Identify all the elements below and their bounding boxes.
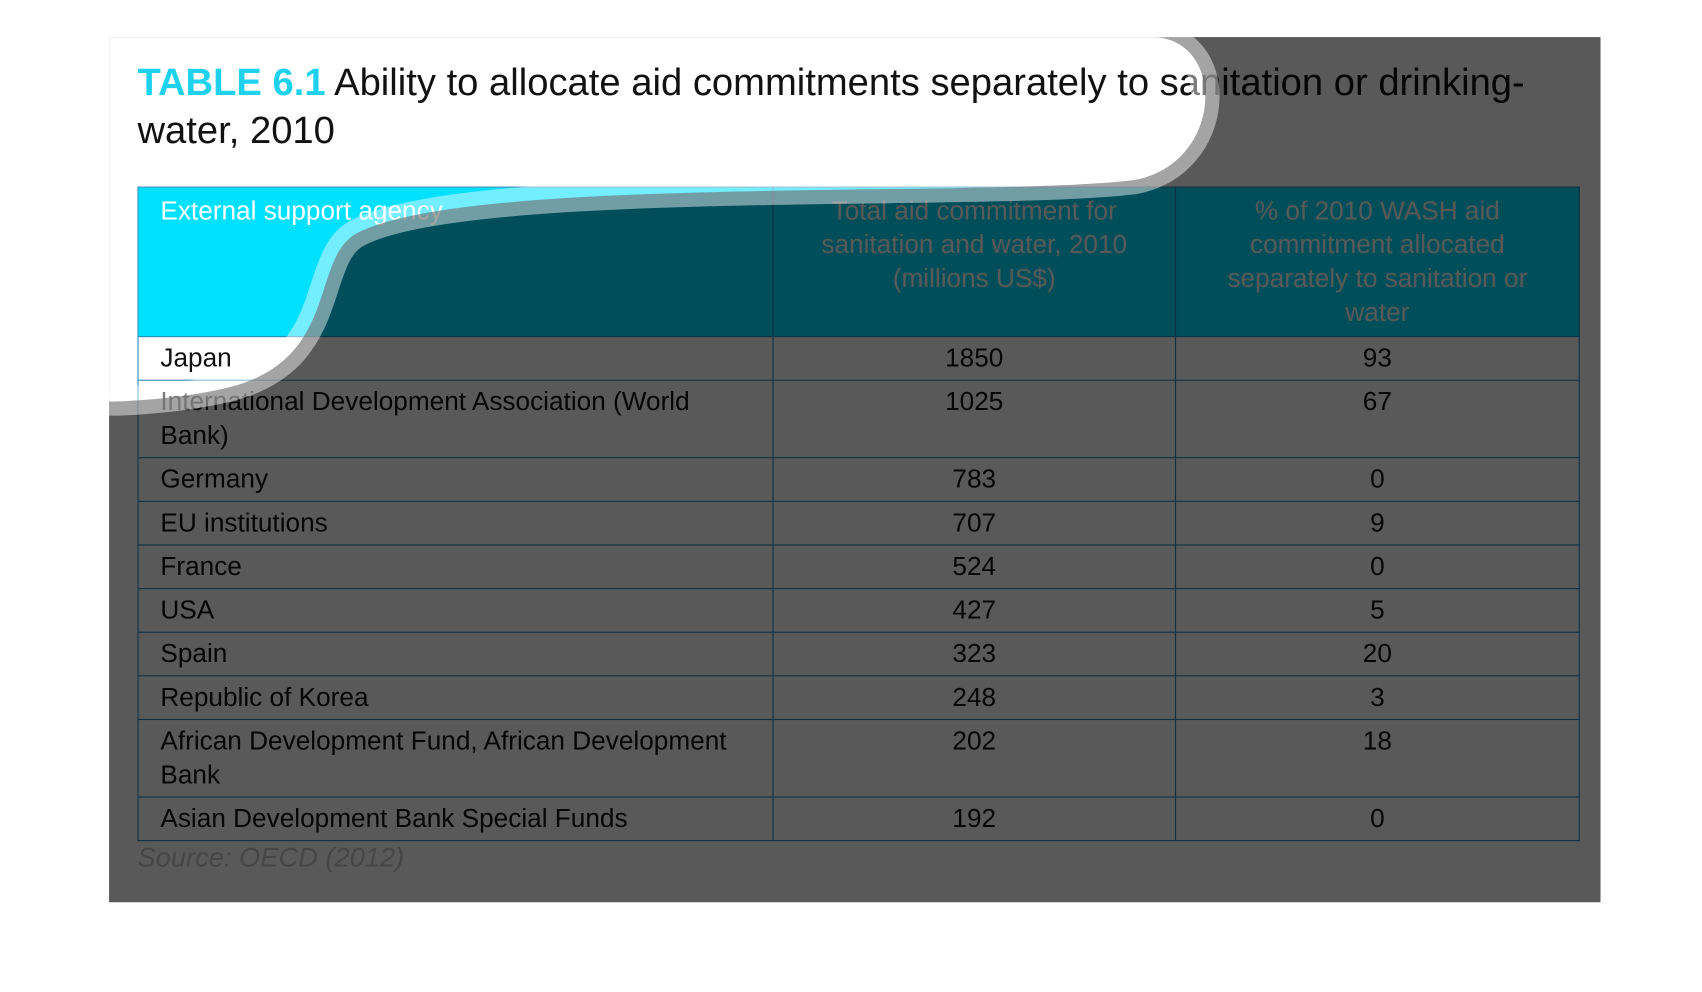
table-body: Japan 1850 93 International Development Ass… xyxy=(137,336,1580,842)
value-cell: 9 xyxy=(1174,500,1580,546)
table-row: Spain 323 20 xyxy=(137,631,1580,677)
value-cell: 5 xyxy=(1174,588,1580,633)
table-label: TABLE 6.1 xyxy=(137,61,326,104)
agency-cell: Republic of Korea xyxy=(137,675,774,721)
value-cell: 707 xyxy=(772,500,1177,546)
agency-cell: Spain xyxy=(137,631,774,677)
agency-cell: USA xyxy=(137,588,774,633)
column-header: % of 2010 WASH aid commitment allocated … xyxy=(1174,186,1580,338)
value-cell: 323 xyxy=(772,631,1177,677)
table-row: African Development Fund, African Develo… xyxy=(137,718,1580,798)
agency-cell: International Development Association (W… xyxy=(137,379,774,459)
table-row: International Development Association (W… xyxy=(137,379,1580,459)
agency-cell: African Development Fund, African Develo… xyxy=(137,718,774,798)
value-cell: 3 xyxy=(1174,675,1580,721)
table-row: USA 427 5 xyxy=(137,588,1580,633)
value-cell: 20 xyxy=(1174,631,1580,677)
value-cell: 248 xyxy=(772,675,1177,721)
value-cell: 427 xyxy=(772,588,1177,633)
table-row: Asian Development Bank Special Funds 192 0 xyxy=(137,796,1580,842)
source-note: Source: OECD (2012) xyxy=(137,842,405,873)
value-cell: 524 xyxy=(772,544,1177,590)
agency-cell: Germany xyxy=(137,457,774,502)
table-row: EU institutions 707 9 xyxy=(137,500,1580,546)
value-cell: 202 xyxy=(772,718,1177,798)
value-cell: 1850 xyxy=(772,336,1177,381)
value-cell: 0 xyxy=(1174,796,1580,842)
agency-cell: Japan xyxy=(137,336,774,381)
table-row: Germany 783 0 xyxy=(137,457,1580,502)
header-row: External support agency Total aid commit… xyxy=(137,186,1580,338)
value-cell: 1025 xyxy=(772,379,1177,459)
column-header: External support agency xyxy=(137,186,774,338)
agency-cell: France xyxy=(137,544,774,590)
table-row: Japan 1850 93 xyxy=(137,336,1580,381)
value-cell: 192 xyxy=(772,796,1177,842)
data-table: External support agency Total aid commit… xyxy=(137,186,1580,842)
title: TABLE 6.1 Ability to allocate aid commit… xyxy=(137,59,1588,155)
column-header: Total aid commitment for sanitation and … xyxy=(772,186,1177,338)
value-cell: 93 xyxy=(1174,336,1580,381)
agency-cell: EU institutions xyxy=(137,500,774,546)
value-cell: 783 xyxy=(772,457,1177,502)
value-cell: 0 xyxy=(1174,544,1580,590)
table-row: Republic of Korea 248 3 xyxy=(137,675,1580,721)
table-row: France 524 0 xyxy=(137,544,1580,590)
table-title: Ability to allocate aid commitments sepa… xyxy=(137,61,1525,152)
value-cell: 67 xyxy=(1174,379,1580,459)
value-cell: 18 xyxy=(1174,718,1580,798)
agency-cell: Asian Development Bank Special Funds xyxy=(137,796,774,842)
value-cell: 0 xyxy=(1174,457,1580,502)
